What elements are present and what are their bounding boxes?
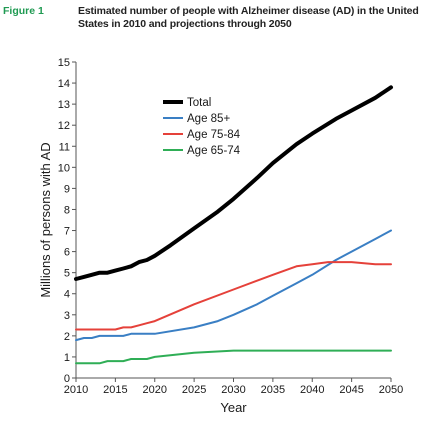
figure-label: Figure 1 [3, 5, 44, 17]
x-tick-label: 2035 [261, 384, 285, 396]
y-tick-label: 14 [58, 78, 70, 90]
y-tick-label: 9 [64, 183, 70, 195]
x-tick-label: 2040 [300, 384, 324, 396]
x-axis-title: Year [220, 400, 247, 415]
x-tick-label: 2025 [182, 384, 206, 396]
x-axis: 2010 2015 2020 2025 2030 2035 2040 2045 2050 [64, 377, 403, 396]
x-tick-label: 2045 [339, 384, 363, 396]
series-line-age-75-84 [75, 261, 392, 331]
x-tick-label: 2030 [221, 384, 245, 396]
x-tick-label: 2020 [143, 384, 167, 396]
series-layer [74, 85, 393, 365]
y-tick-label: 1 [64, 352, 70, 364]
y-tick-label: 6 [64, 247, 70, 259]
legend-label-age-85: Age 85+ [187, 113, 230, 125]
y-axis-title: Millions of persons with AD [38, 142, 53, 297]
series-line-age-85 [75, 229, 392, 342]
y-tick-label: 7 [64, 226, 70, 238]
y-tick-label: 10 [58, 162, 70, 174]
y-tick-label: 15 [58, 57, 70, 69]
y-tick-label: 5 [64, 268, 70, 280]
figure-title: Estimated number of people with Alzheime… [78, 5, 419, 30]
x-tick-label: 2010 [64, 384, 88, 396]
legend-label-age-75-84: Age 75-84 [187, 129, 241, 141]
series-line-total [74, 85, 393, 281]
y-tick-label: 2 [64, 331, 70, 343]
y-tick-label: 11 [59, 141, 70, 153]
y-tick-label: 8 [64, 204, 70, 216]
x-tick-label: 2050 [379, 384, 403, 396]
y-tick-label: 13 [58, 99, 70, 111]
y-tick-label: 12 [58, 120, 70, 132]
series-line-age-65-74 [75, 349, 392, 365]
y-tick-label: 4 [64, 289, 70, 301]
figure-header: Figure 1 Estimated number of people with… [0, 0, 443, 40]
y-tick-label: 0 [64, 373, 70, 385]
y-tick-label: 3 [64, 310, 70, 322]
legend: Total Age 85+ Age 75-84 Age 65-74 [163, 97, 241, 157]
legend-label-total: Total [187, 97, 211, 109]
x-tick-label: 2015 [103, 384, 127, 396]
legend-label-age-65-74: Age 65-74 [187, 145, 241, 157]
